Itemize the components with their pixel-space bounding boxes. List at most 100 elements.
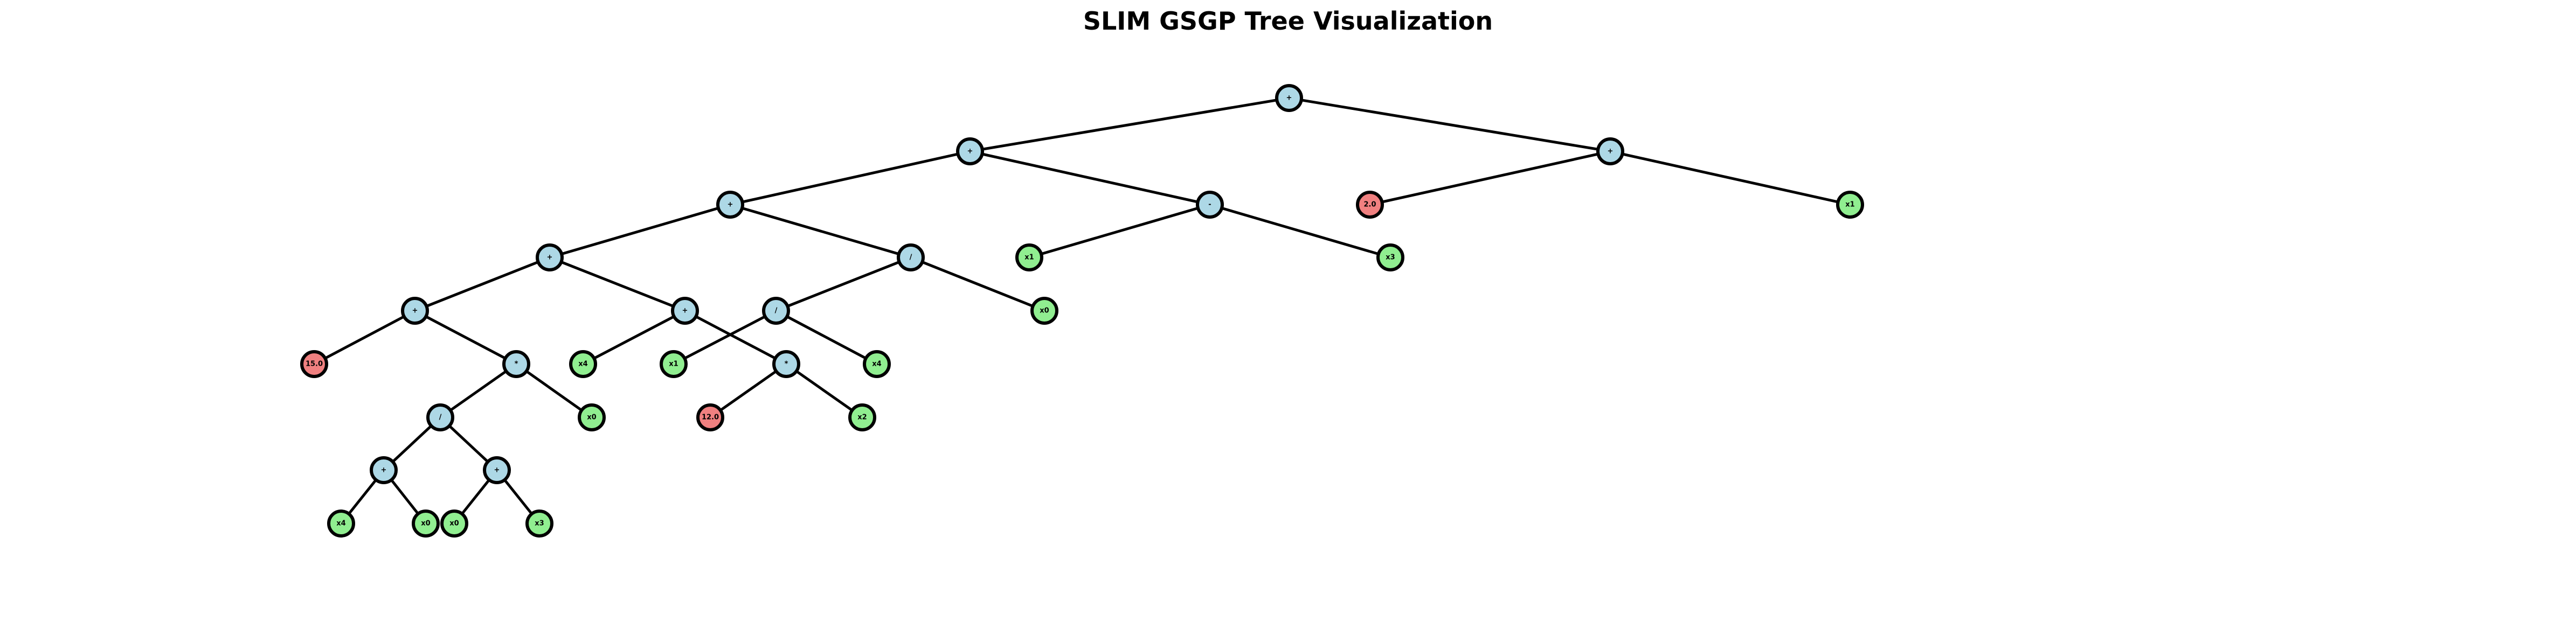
node-label: x3 [535, 520, 544, 528]
tree-edge [1289, 96, 1611, 153]
tree-node-variable: x1 [1836, 191, 1864, 219]
node-label: + [682, 307, 688, 315]
tree-node-operator: + [1596, 137, 1624, 165]
node-label: + [412, 307, 418, 315]
tree-node-variable: x3 [1376, 243, 1404, 271]
tree-node-operator: / [762, 297, 790, 325]
node-circle [1356, 191, 1384, 219]
tree-node-constant: 12.0 [696, 403, 724, 431]
tree-node-variable: x1 [1015, 243, 1043, 271]
node-label: x2 [857, 414, 867, 422]
tree-edge [730, 150, 971, 206]
tree-edge [549, 203, 731, 259]
tree-edge [673, 309, 777, 366]
tree-edge [1610, 150, 1851, 206]
tree-node-variable: x4 [863, 350, 891, 378]
node-label: / [910, 254, 912, 262]
node-label: 15.0 [306, 360, 323, 368]
tree-node-operator: + [370, 456, 398, 484]
tree-edge [1209, 203, 1391, 259]
node-label: x0 [1040, 307, 1049, 315]
tree-edges [313, 96, 1851, 525]
tree-node-constant: 2.0 [1356, 191, 1384, 219]
tree-edge [709, 362, 787, 419]
tree-edge [414, 309, 517, 366]
tree-edge [549, 256, 685, 312]
tree-node-variable: x4 [569, 350, 597, 378]
node-circle [716, 191, 744, 219]
node-label: x4 [872, 360, 881, 368]
node-label: x1 [1024, 254, 1034, 262]
tree-nodes: + + + + +15.0 * / + x4 x0 + x0 x3 x0 + x4 x1 / / * 12.0 x2 x4 x… [300, 84, 1864, 538]
tree-node-variable: x0 [440, 510, 468, 538]
tree-node-variable: x1 [660, 350, 688, 378]
node-label: x4 [578, 360, 587, 368]
node-circle [525, 510, 553, 538]
tree-node-operator: + [716, 191, 744, 219]
tree-node-variable: x4 [327, 510, 355, 538]
node-label: 2.0 [1363, 201, 1376, 209]
node-circle [762, 297, 790, 325]
node-circle [569, 350, 597, 378]
tree-node-variable: x2 [848, 403, 876, 431]
tree-node-operator: + [536, 243, 564, 271]
node-circle [327, 510, 355, 538]
tree-edge [414, 256, 550, 312]
tree-node-operator: - [1196, 191, 1224, 219]
node-label: + [728, 201, 733, 209]
node-circle [671, 297, 699, 325]
tree-edge [313, 309, 416, 366]
node-label: / [775, 307, 778, 315]
tree-node-operator: * [772, 350, 800, 378]
node-circle [1196, 191, 1224, 219]
node-label: * [515, 360, 518, 368]
tree-edge [515, 362, 593, 419]
node-circle [863, 350, 891, 378]
node-label: + [547, 254, 553, 262]
node-label: + [1608, 148, 1614, 156]
tree-node-variable: x0 [1030, 297, 1058, 325]
tree-edge [1369, 150, 1611, 206]
node-label: x3 [1386, 254, 1395, 262]
node-circle [483, 456, 511, 484]
node-circle [956, 137, 984, 165]
node-circle [578, 403, 606, 431]
tree-edge [730, 203, 911, 259]
tree-node-operator: * [502, 350, 530, 378]
node-circle [502, 350, 530, 378]
node-label: + [1286, 94, 1292, 102]
tree-node-constant: 15.0 [300, 350, 328, 378]
node-circle [1596, 137, 1624, 165]
node-label: * [785, 360, 788, 368]
tree-node-operator: / [426, 403, 454, 431]
node-circle [1015, 243, 1043, 271]
node-circle [848, 403, 876, 431]
tree-edge [582, 309, 686, 366]
tree-node-variable: x0 [578, 403, 606, 431]
node-circle [1836, 191, 1864, 219]
node-label: x4 [336, 520, 345, 528]
node-label: + [381, 466, 387, 475]
tree-edge [910, 256, 1045, 312]
tree-node-variable: x0 [412, 510, 440, 538]
tree-node-operator: + [671, 297, 699, 325]
tree-edge [775, 256, 911, 312]
node-label: x1 [669, 360, 678, 368]
tree-edge [439, 362, 517, 419]
tree-edge [970, 96, 1290, 153]
tree-edge [1029, 203, 1210, 259]
node-label: 12.0 [702, 414, 719, 422]
tree-node-operator: + [956, 137, 984, 165]
node-circle [1030, 297, 1058, 325]
node-circle [660, 350, 688, 378]
node-circle [412, 510, 440, 538]
node-circle [401, 297, 429, 325]
node-circle [440, 510, 468, 538]
tree-node-operator: + [483, 456, 511, 484]
node-label: - [1208, 201, 1211, 209]
node-circle [772, 350, 800, 378]
node-label: x0 [421, 520, 430, 528]
tree-edge [684, 309, 787, 366]
node-label: x1 [1845, 201, 1854, 209]
